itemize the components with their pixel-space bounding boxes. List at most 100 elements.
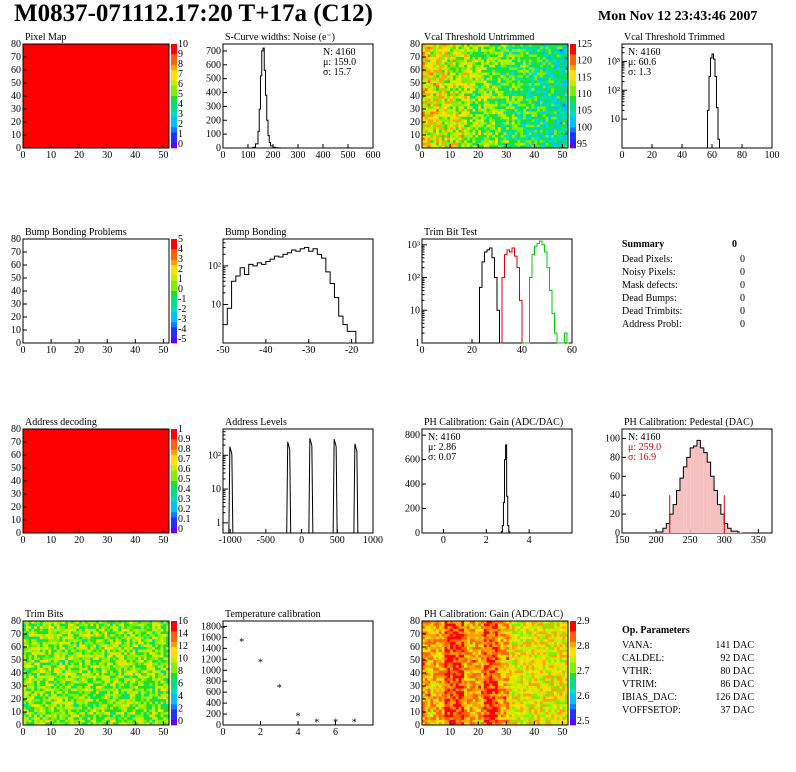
heatmap-cell [506, 83, 510, 86]
heatmap-cell [23, 623, 27, 627]
heatmap-cell [87, 686, 91, 689]
heatmap-cell [486, 85, 490, 89]
heatmap-cell [422, 132, 426, 136]
heatmap-cell [424, 57, 428, 60]
heatmap-cell [79, 641, 83, 645]
stats-line: σ: 16.9 [628, 452, 656, 463]
heatmap-cell [48, 652, 52, 656]
heatmap-cell [559, 64, 563, 68]
heatmap-cell [422, 135, 426, 138]
y-tick-label: 10³ [607, 56, 620, 67]
heatmap-cell [495, 62, 499, 66]
heatmap-cell [497, 70, 501, 73]
heatmap-cell [506, 137, 510, 141]
scatter-marker: * [333, 718, 338, 729]
heatmap-cell [112, 660, 116, 663]
heatmap-cell [503, 64, 507, 68]
heatmap-cell [480, 77, 485, 81]
heatmap-cell [469, 59, 473, 63]
heatmap-cell [514, 83, 518, 86]
heatmap-cell [110, 636, 114, 640]
heatmap-cell [531, 57, 535, 60]
heatmap-cell [152, 696, 156, 700]
heatmap-cell [140, 641, 145, 645]
heatmap-cell [28, 660, 32, 663]
heatmap-cell [514, 132, 518, 136]
heatmap-cell [556, 142, 560, 146]
heatmap-cell [458, 44, 462, 47]
heatmap-cell [478, 90, 482, 94]
heatmap-cell [545, 75, 549, 79]
heatmap-cell [452, 137, 456, 141]
heatmap-cell [520, 142, 524, 146]
heatmap-cell [436, 88, 440, 92]
heatmap-cell [107, 649, 111, 653]
palette-bar-segment [171, 678, 177, 684]
heatmap-cell [492, 132, 496, 136]
heatmap-cell [67, 678, 72, 682]
heatmap-cell [98, 644, 102, 648]
heatmap-cell [444, 90, 448, 94]
heatmap-cell [497, 109, 501, 112]
heatmap-cell [455, 132, 459, 136]
heatmap-cell [135, 631, 139, 635]
heatmap-cell [163, 654, 167, 658]
heatmap-cell [469, 62, 473, 66]
heatmap-cell [559, 142, 563, 146]
heatmap-cell [70, 701, 74, 705]
heatmap-cell [511, 122, 515, 125]
heatmap-cell [478, 142, 482, 146]
heatmap-cell [542, 98, 546, 102]
heatmap-cell [472, 77, 476, 81]
heatmap-cell [489, 51, 493, 55]
heatmap-cell [126, 709, 130, 713]
heatmap-cell [34, 626, 38, 630]
heatmap-cell [441, 90, 445, 94]
x-tick-label: 150 [615, 535, 630, 546]
heatmap-cell [427, 44, 431, 47]
heatmap-cell [84, 652, 88, 656]
heatmap-cell [121, 693, 125, 697]
heatmap-cell [70, 699, 74, 702]
heatmap-cell [25, 704, 29, 708]
heatmap-cell [73, 675, 77, 679]
heatmap-cell [56, 634, 60, 637]
heatmap-cell [430, 662, 434, 666]
heatmap-cell [450, 93, 454, 97]
heatmap-cell [84, 712, 88, 715]
heatmap-cell [25, 631, 29, 635]
heatmap-cell [542, 140, 546, 144]
heatmap-cell [140, 621, 145, 624]
heatmap-cell [62, 709, 66, 713]
heatmap-cell [23, 657, 27, 661]
heatmap-cell [115, 675, 119, 679]
heatmap-cell [101, 675, 105, 679]
heatmap-cell [84, 649, 88, 653]
heatmap-cell [492, 142, 496, 146]
heatmap-cell [65, 665, 69, 669]
heatmap-cell [523, 109, 527, 112]
heatmap-cell [101, 641, 105, 645]
heatmap-cell [551, 135, 555, 138]
heatmap-cell [525, 116, 529, 120]
heatmap-cell [486, 90, 490, 94]
heatmap-cell [132, 691, 136, 695]
heatmap-cell [472, 93, 476, 97]
heatmap-cell [427, 145, 431, 149]
heatmap-cell [503, 85, 507, 89]
heatmap-cell [39, 621, 43, 624]
heatmap-cell [511, 127, 515, 131]
heatmap-cell [427, 691, 431, 695]
heatmap-cell [146, 644, 150, 648]
heatmap-cell [430, 699, 434, 702]
heatmap-cell [154, 691, 159, 695]
heatmap-cell [565, 145, 569, 149]
heatmap-cell [87, 688, 91, 692]
heatmap-cell [539, 77, 544, 81]
palette-bar-segment [171, 127, 177, 133]
heatmap-cell [166, 636, 170, 640]
heatmap-cell [466, 142, 471, 146]
heatmap-cell [539, 80, 544, 84]
heatmap-cell [559, 80, 563, 84]
